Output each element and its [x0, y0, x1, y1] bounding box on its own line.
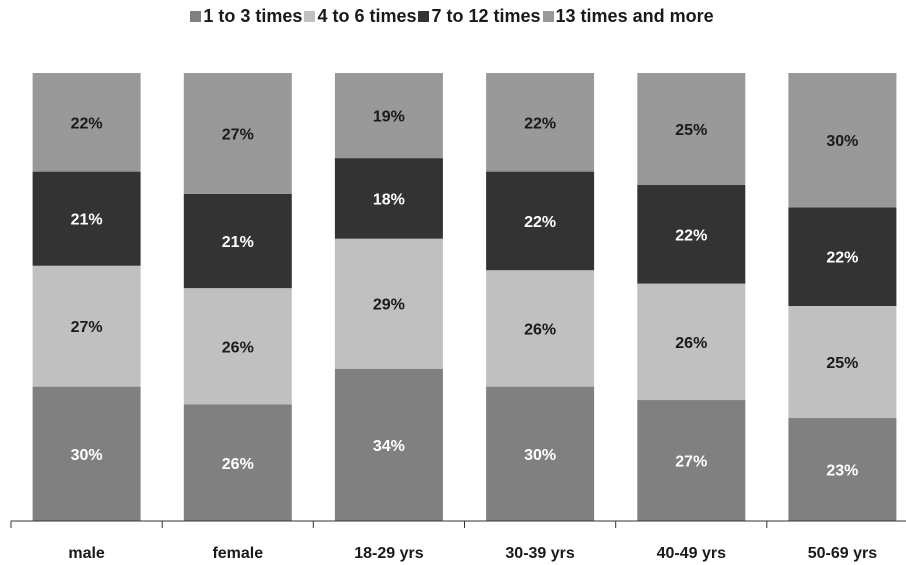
bar-segment [637, 185, 746, 284]
x-tick-label: 30-39 yrs [505, 545, 574, 562]
data-label: 26% [675, 335, 707, 352]
legend-item-1-to-3-times: 1 to 3 times [190, 6, 304, 27]
data-label: 22% [675, 227, 707, 244]
data-label: 29% [373, 297, 405, 314]
legend-item-4-to-6-times: 4 to 6 times [304, 6, 418, 27]
bar-segment [32, 265, 141, 387]
bar-segment [334, 368, 443, 521]
legend-swatch [418, 11, 430, 22]
bar-segment [788, 418, 897, 521]
bar-segment [486, 171, 595, 271]
bar-segment [637, 283, 746, 401]
data-label: 27% [71, 319, 103, 336]
data-label: 25% [675, 122, 707, 139]
legend-item-7-to-12-times: 7 to 12 times [418, 6, 542, 27]
data-label: 26% [222, 339, 254, 356]
bar-segment [788, 306, 897, 418]
bar-segment [334, 238, 443, 369]
data-label: 30% [524, 447, 556, 464]
data-label: 22% [524, 214, 556, 231]
data-label: 27% [222, 127, 254, 144]
data-label: 25% [826, 355, 858, 372]
legend-swatch [190, 11, 202, 22]
bar-segment [183, 288, 292, 405]
bar-segment [637, 73, 746, 185]
legend-label: 7 to 12 times [431, 6, 541, 26]
bar-segment [32, 386, 141, 521]
bar-segment [183, 73, 292, 194]
data-label: 30% [71, 447, 103, 464]
legend-label: 4 to 6 times [317, 6, 417, 26]
legend: 1 to 3 times 4 to 6 times 7 to 12 times … [0, 6, 906, 27]
data-label: 26% [524, 321, 556, 338]
legend-swatch [542, 11, 554, 22]
bar-segment [32, 73, 141, 172]
bar-segment [334, 73, 443, 159]
bar-segment [788, 207, 897, 306]
bar-segment [788, 73, 897, 208]
legend-swatch [304, 11, 316, 22]
data-label: 18% [373, 191, 405, 208]
data-label: 23% [826, 463, 858, 480]
x-tick-label: 50-69 yrs [808, 545, 877, 562]
data-label: 21% [71, 212, 103, 229]
x-tick-label: female [212, 545, 263, 562]
data-label: 26% [222, 456, 254, 473]
data-label: 30% [826, 133, 858, 150]
data-label: 21% [222, 234, 254, 251]
data-label: 22% [524, 115, 556, 132]
bar-segment [486, 386, 595, 521]
data-label: 19% [373, 109, 405, 126]
x-tick-label: male [68, 545, 105, 562]
bar-segment [486, 73, 595, 172]
legend-item-13-times-and-more: 13 times and more [542, 6, 716, 27]
bar-segment [486, 270, 595, 387]
bar-segment [32, 171, 141, 266]
data-label: 27% [675, 454, 707, 471]
x-tick-label: 18-29 yrs [354, 545, 423, 562]
bar-segment [183, 194, 292, 289]
legend-label: 13 times and more [555, 6, 714, 26]
bar-segment [334, 158, 443, 239]
x-tick-label: 40-49 yrs [657, 545, 726, 562]
data-label: 22% [826, 250, 858, 267]
bar-segment [183, 404, 292, 521]
data-label: 22% [71, 115, 103, 132]
legend-label: 1 to 3 times [203, 6, 303, 26]
bar-segment [637, 400, 746, 521]
data-label: 34% [373, 438, 405, 455]
